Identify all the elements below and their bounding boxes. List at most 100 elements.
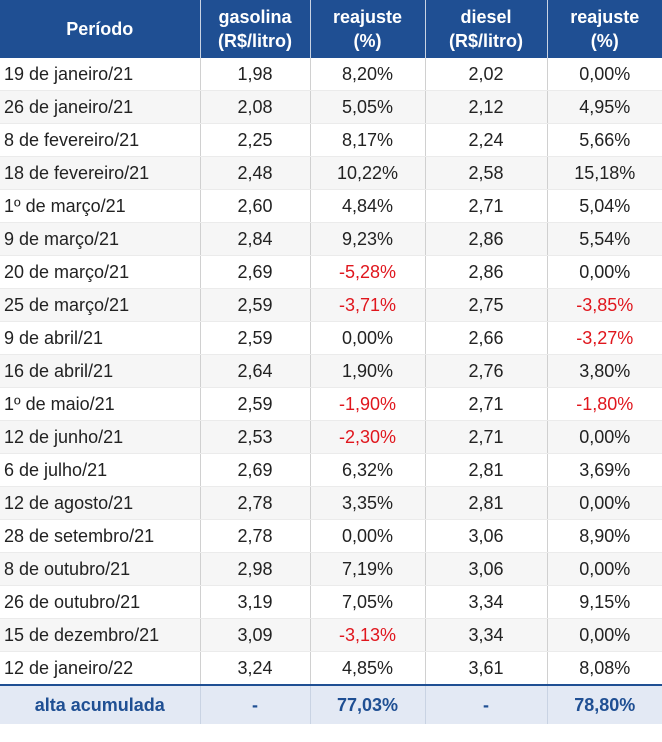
table-row: 12 de agosto/21 2,78 3,35% 2,81 0,00% bbox=[0, 486, 662, 520]
cell-period: 20 de março/21 bbox=[0, 255, 201, 289]
cell-period: 1º de maio/21 bbox=[0, 387, 201, 421]
cell-reajuste-gasolina: 1,90% bbox=[310, 354, 426, 388]
cell-period: 15 de dezembro/21 bbox=[0, 618, 201, 652]
cell-gasolina: 2,64 bbox=[200, 354, 311, 388]
cell-reajuste-gasolina: 4,85% bbox=[310, 651, 426, 686]
cell-period: 26 de janeiro/21 bbox=[0, 90, 201, 124]
cell-diesel: 2,02 bbox=[425, 58, 548, 91]
cell-gasolina: 3,09 bbox=[200, 618, 311, 652]
cell-reajuste-diesel: 15,18% bbox=[547, 156, 662, 190]
table-row: 8 de outubro/21 2,98 7,19% 3,06 0,00% bbox=[0, 552, 662, 586]
cell-reajuste-diesel: 3,80% bbox=[547, 354, 662, 388]
cell-reajuste-diesel: -3,27% bbox=[547, 321, 662, 355]
cell-gasolina: 2,59 bbox=[200, 321, 311, 355]
cell-gasolina: 2,69 bbox=[200, 453, 311, 487]
cell-reajuste-gasolina: 3,35% bbox=[310, 486, 426, 520]
cell-diesel: 2,71 bbox=[425, 189, 548, 223]
cell-period: 12 de agosto/21 bbox=[0, 486, 201, 520]
cell-period: 9 de março/21 bbox=[0, 222, 201, 256]
header-diesel: diesel (R$/litro) bbox=[425, 0, 548, 58]
cell-diesel: 2,86 bbox=[425, 255, 548, 289]
cell-reajuste-diesel: 0,00% bbox=[547, 618, 662, 652]
cell-period: 9 de abril/21 bbox=[0, 321, 201, 355]
table-row: 9 de abril/21 2,59 0,00% 2,66 -3,27% bbox=[0, 321, 662, 355]
header-reajuste-diesel: reajuste (%) bbox=[547, 0, 662, 58]
fuel-price-table: Período gasolina (R$/litro) reajuste (%) d… bbox=[0, 0, 662, 724]
cell-diesel: 2,12 bbox=[425, 90, 548, 124]
cell-reajuste-gasolina: 0,00% bbox=[310, 321, 426, 355]
cell-reajuste-diesel: -1,80% bbox=[547, 387, 662, 421]
table-row: 6 de julho/21 2,69 6,32% 2,81 3,69% bbox=[0, 453, 662, 487]
table-row: 25 de março/21 2,59 -3,71% 2,75 -3,85% bbox=[0, 288, 662, 322]
cell-diesel: 2,58 bbox=[425, 156, 548, 190]
table-row: 9 de março/21 2,84 9,23% 2,86 5,54% bbox=[0, 222, 662, 256]
cell-reajuste-diesel: 5,04% bbox=[547, 189, 662, 223]
cell-gasolina: 2,59 bbox=[200, 288, 311, 322]
cell-reajuste-diesel: 8,90% bbox=[547, 519, 662, 553]
cell-gasolina: 2,78 bbox=[200, 486, 311, 520]
cell-reajuste-gasolina: 4,84% bbox=[310, 189, 426, 223]
cell-diesel: 2,71 bbox=[425, 420, 548, 454]
total-row: alta acumulada - 77,03% - 78,80% bbox=[0, 684, 662, 724]
cell-period: 12 de janeiro/22 bbox=[0, 651, 201, 686]
cell-reajuste-diesel: 0,00% bbox=[547, 552, 662, 586]
cell-gasolina: 2,48 bbox=[200, 156, 311, 190]
cell-reajuste-gasolina: 9,23% bbox=[310, 222, 426, 256]
cell-gasolina: 2,53 bbox=[200, 420, 311, 454]
table-row: 1º de março/21 2,60 4,84% 2,71 5,04% bbox=[0, 189, 662, 223]
cell-reajuste-diesel: 9,15% bbox=[547, 585, 662, 619]
cell-period: 28 de setembro/21 bbox=[0, 519, 201, 553]
table-row: 12 de janeiro/22 3,24 4,85% 3,61 8,08% bbox=[0, 651, 662, 686]
cell-period: 8 de outubro/21 bbox=[0, 552, 201, 586]
cell-diesel: 3,34 bbox=[425, 618, 548, 652]
cell-period: 1º de março/21 bbox=[0, 189, 201, 223]
total-diesel: - bbox=[425, 684, 548, 724]
cell-gasolina: 3,19 bbox=[200, 585, 311, 619]
table-row: 16 de abril/21 2,64 1,90% 2,76 3,80% bbox=[0, 354, 662, 388]
cell-reajuste-gasolina: 8,17% bbox=[310, 123, 426, 157]
cell-diesel: 2,75 bbox=[425, 288, 548, 322]
cell-gasolina: 2,59 bbox=[200, 387, 311, 421]
cell-period: 8 de fevereiro/21 bbox=[0, 123, 201, 157]
cell-gasolina: 2,69 bbox=[200, 255, 311, 289]
cell-diesel: 2,24 bbox=[425, 123, 548, 157]
table-body: 19 de janeiro/21 1,98 8,20% 2,02 0,00% 26 de … bbox=[0, 58, 662, 686]
header-period: Período bbox=[0, 0, 201, 58]
cell-period: 26 de outubro/21 bbox=[0, 585, 201, 619]
table-row: 15 de dezembro/21 3,09 -3,13% 3,34 0,00% bbox=[0, 618, 662, 652]
cell-reajuste-diesel: 5,66% bbox=[547, 123, 662, 157]
cell-reajuste-gasolina: 10,22% bbox=[310, 156, 426, 190]
table-row: 12 de junho/21 2,53 -2,30% 2,71 0,00% bbox=[0, 420, 662, 454]
cell-reajuste-diesel: 4,95% bbox=[547, 90, 662, 124]
cell-reajuste-gasolina: 7,19% bbox=[310, 552, 426, 586]
cell-reajuste-diesel: -3,85% bbox=[547, 288, 662, 322]
cell-reajuste-gasolina: -3,71% bbox=[310, 288, 426, 322]
cell-reajuste-diesel: 8,08% bbox=[547, 651, 662, 686]
cell-diesel: 3,61 bbox=[425, 651, 548, 686]
cell-gasolina: 2,84 bbox=[200, 222, 311, 256]
cell-period: 18 de fevereiro/21 bbox=[0, 156, 201, 190]
cell-period: 19 de janeiro/21 bbox=[0, 58, 201, 91]
cell-reajuste-diesel: 3,69% bbox=[547, 453, 662, 487]
cell-diesel: 3,34 bbox=[425, 585, 548, 619]
table-row: 28 de setembro/21 2,78 0,00% 3,06 8,90% bbox=[0, 519, 662, 553]
cell-diesel: 3,06 bbox=[425, 552, 548, 586]
cell-reajuste-gasolina: -5,28% bbox=[310, 255, 426, 289]
table-row: 19 de janeiro/21 1,98 8,20% 2,02 0,00% bbox=[0, 58, 662, 91]
cell-diesel: 2,86 bbox=[425, 222, 548, 256]
cell-gasolina: 2,08 bbox=[200, 90, 311, 124]
cell-reajuste-gasolina: 5,05% bbox=[310, 90, 426, 124]
cell-diesel: 2,81 bbox=[425, 453, 548, 487]
cell-diesel: 2,71 bbox=[425, 387, 548, 421]
cell-gasolina: 2,98 bbox=[200, 552, 311, 586]
cell-gasolina: 3,24 bbox=[200, 651, 311, 686]
cell-reajuste-gasolina: 7,05% bbox=[310, 585, 426, 619]
cell-reajuste-gasolina: 0,00% bbox=[310, 519, 426, 553]
total-gasolina: - bbox=[200, 684, 311, 724]
table-row: 20 de março/21 2,69 -5,28% 2,86 0,00% bbox=[0, 255, 662, 289]
cell-reajuste-gasolina: -2,30% bbox=[310, 420, 426, 454]
cell-reajuste-diesel: 0,00% bbox=[547, 58, 662, 91]
cell-reajuste-gasolina: -1,90% bbox=[310, 387, 426, 421]
cell-period: 25 de março/21 bbox=[0, 288, 201, 322]
cell-reajuste-diesel: 0,00% bbox=[547, 486, 662, 520]
